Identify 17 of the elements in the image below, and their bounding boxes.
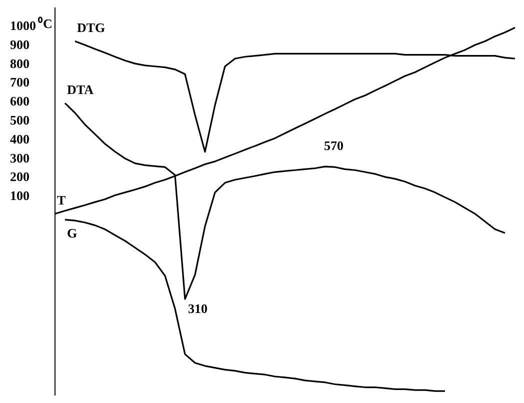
y-tick-label: 200 [10,169,30,184]
annotation: 570 [324,138,344,153]
y-tick-label: 800 [10,56,30,71]
y-tick-label: 100 [10,188,30,204]
y-tick-label: 1000 [10,18,36,34]
series-label: DTG [77,20,106,36]
series-label: DTA [67,82,94,98]
y-axis-title: ⁰C [37,16,52,32]
y-tick-label: 300 [10,150,30,166]
annotation: 310 [188,300,208,316]
y-tick-label: 600 [10,94,30,109]
y-tick-label: 500 [10,112,30,128]
y-tick-label: 400 [10,131,30,146]
y-tick-label: 700 [10,74,30,90]
series-label: G [67,226,78,240]
y-tick-label: 900 [10,36,30,52]
series-label: T [57,192,66,208]
